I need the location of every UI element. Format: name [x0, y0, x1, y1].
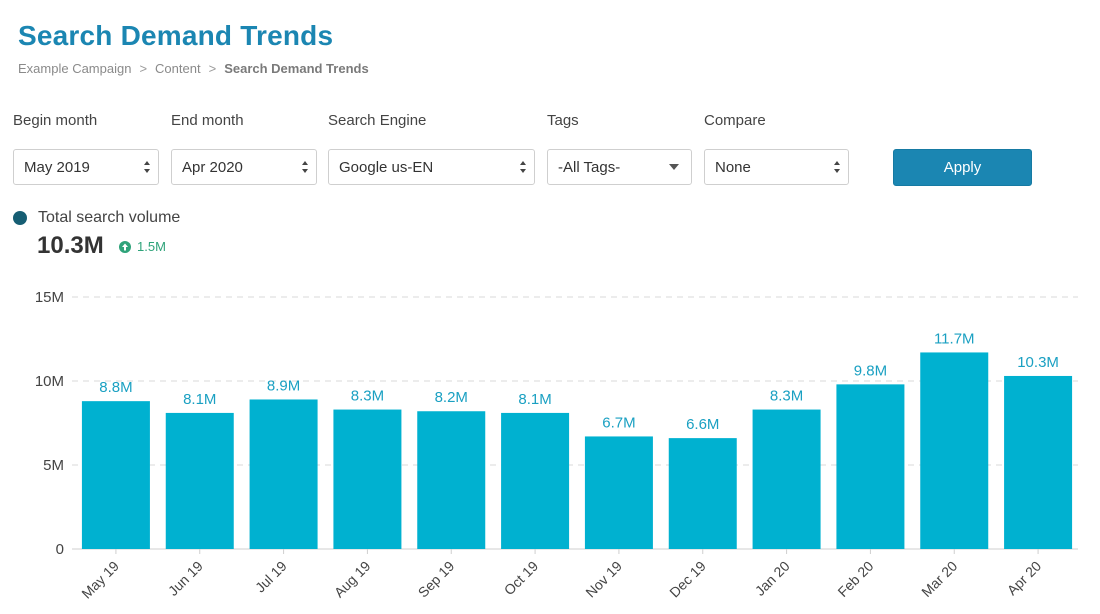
bar-value-label: 6.7M [602, 414, 635, 431]
bar-mar-20 [920, 352, 989, 549]
y-tick-label: 5M [43, 457, 64, 474]
bar-value-label: 8.1M [183, 391, 216, 408]
breadcrumb-item-campaign[interactable]: Example Campaign [18, 61, 132, 76]
bar-feb-20 [836, 384, 905, 549]
x-tick-label: Mar 20 [918, 558, 960, 600]
bar-chart: 0 5M 10M 15M 8.8M May 19 8.1M Jun 19 8.9M Jul 19 8… [35, 289, 1078, 602]
bar-nov-19 [584, 436, 653, 549]
bar-jan-20 [752, 409, 821, 549]
x-tick-label: Jun 19 [165, 558, 206, 599]
tags-label: Tags [547, 112, 579, 129]
updown-arrows-icon [520, 161, 526, 173]
search-engine-select[interactable]: Google us-EN [328, 149, 535, 185]
bar-value-label: 6.6M [686, 416, 719, 433]
bar-oct-19 [501, 412, 570, 549]
end-month-value: Apr 2020 [182, 158, 243, 176]
x-tick-label: Dec 19 [666, 558, 709, 601]
end-month-label: End month [171, 112, 244, 129]
x-tick-label: Jul 19 [252, 558, 290, 596]
tags-value: -All Tags- [558, 158, 621, 176]
y-tick-label: 15M [35, 289, 64, 306]
end-month-select[interactable]: Apr 2020 [171, 149, 317, 185]
bar-value-label: 8.2M [435, 389, 468, 406]
bar-value-label: 8.3M [770, 388, 803, 405]
compare-value: None [715, 158, 751, 176]
bar-value-label: 11.7M [934, 330, 975, 347]
updown-arrows-icon [834, 161, 840, 173]
x-tick-label: Oct 19 [501, 558, 542, 599]
search-engine-value: Google us-EN [339, 158, 434, 176]
breadcrumb-item-content[interactable]: Content [155, 61, 201, 76]
tags-select[interactable]: -All Tags- [547, 149, 692, 185]
volume-change-value: 1.5M [137, 239, 166, 254]
x-tick-label: Jan 20 [752, 558, 793, 599]
legend-label: Total search volume [38, 209, 181, 226]
x-tick-label: Sep 19 [415, 558, 458, 601]
chart-legend: Total search volume [13, 209, 180, 227]
begin-month-value: May 2019 [24, 158, 90, 176]
x-tick-label: Nov 19 [582, 558, 625, 601]
legend-dot-icon [13, 211, 27, 225]
bar-sep-19 [417, 411, 486, 549]
breadcrumb-separator: > [208, 61, 217, 76]
bar-jul-19 [249, 399, 318, 549]
bar-aug-19 [333, 409, 402, 549]
bar-value-label: 8.8M [99, 379, 132, 396]
volume-change: 1.5M [119, 239, 166, 254]
bar-value-label: 10.3M [1017, 354, 1059, 371]
compare-select[interactable]: None [704, 149, 849, 185]
breadcrumb-separator: > [139, 61, 148, 76]
bar-dec-19 [668, 438, 737, 549]
updown-arrows-icon [144, 161, 150, 173]
begin-month-label: Begin month [13, 112, 98, 129]
bar-value-label: 8.3M [351, 388, 384, 405]
total-search-volume: 10.3M [37, 232, 104, 259]
arrow-up-circle-icon [119, 240, 131, 253]
breadcrumb: Example Campaign > Content > Search Dema… [18, 61, 369, 76]
bar-value-label: 8.1M [518, 391, 551, 408]
bar-jun-19 [165, 412, 234, 549]
breadcrumb-item-current: Search Demand Trends [224, 61, 369, 76]
bar-value-label: 8.9M [267, 377, 300, 394]
updown-arrows-icon [302, 161, 308, 173]
begin-month-select[interactable]: May 2019 [13, 149, 159, 185]
compare-label: Compare [704, 112, 766, 129]
search-engine-label: Search Engine [328, 112, 427, 129]
page-title: Search Demand Trends [18, 20, 334, 51]
bar-apr-20 [1004, 375, 1073, 549]
bar-value-label: 9.8M [854, 362, 887, 379]
y-tick-label: 10M [35, 373, 64, 390]
apply-button[interactable]: Apply [893, 149, 1032, 186]
y-tick-label: 0 [56, 541, 64, 558]
x-tick-label: Feb 20 [834, 558, 876, 600]
bar-may-19 [81, 401, 150, 549]
x-tick-label: Apr 20 [1004, 558, 1045, 599]
x-tick-label: May 19 [78, 558, 122, 602]
chevron-down-icon [669, 164, 679, 170]
x-tick-label: Aug 19 [331, 558, 374, 601]
